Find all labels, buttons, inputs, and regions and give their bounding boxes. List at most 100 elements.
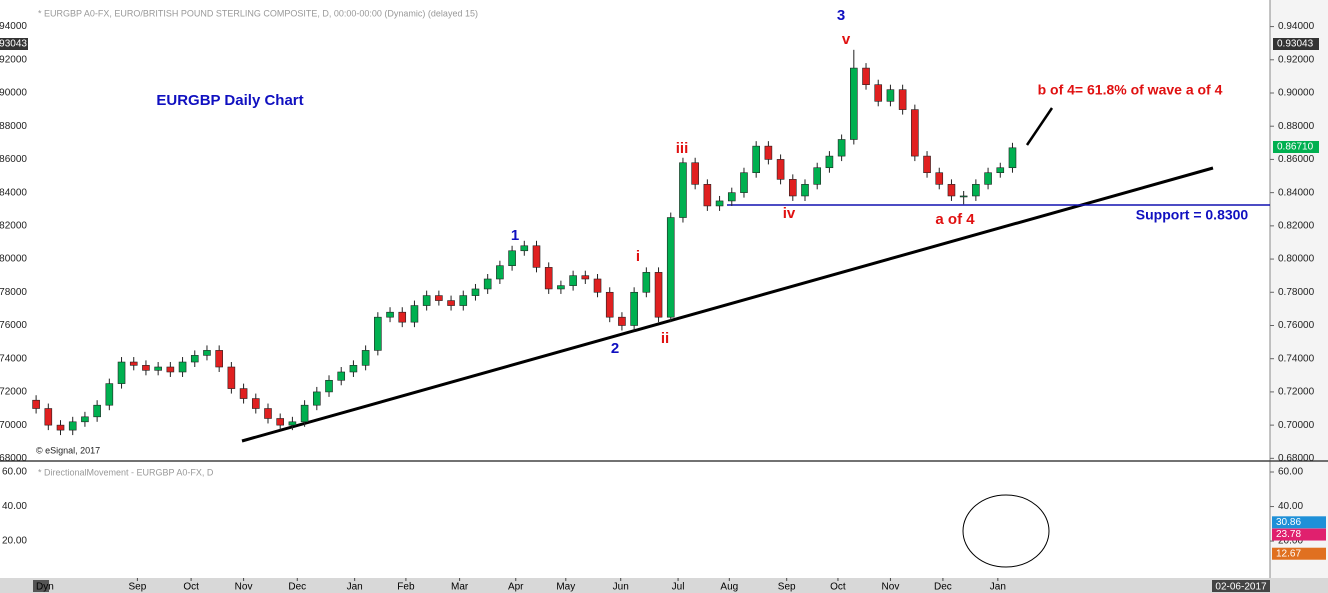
- price-flag-label: 0.93043: [0, 39, 27, 50]
- candle-body: [81, 416, 89, 423]
- y-tick-label: 0.94000: [0, 21, 27, 32]
- y-tick-label: 0.78000: [1278, 287, 1315, 298]
- candle-body: [911, 109, 919, 157]
- y-tick-label: 0.70000: [1278, 420, 1315, 431]
- candle-body: [972, 184, 980, 197]
- value-flag: [1272, 528, 1326, 541]
- candle-body: [142, 365, 150, 371]
- wave-label: 1: [511, 227, 519, 244]
- candle-body: [569, 275, 577, 286]
- watermark: © eSignal, 2017: [36, 445, 100, 455]
- y-tick-label: 0.68000: [0, 453, 27, 464]
- candle-body: [203, 350, 211, 356]
- x-tick-label: Jan: [347, 582, 363, 593]
- y-tick-label: 0.76000: [1278, 320, 1315, 331]
- wave-label: 2: [611, 340, 619, 357]
- y-tick-label: 0.90000: [1278, 88, 1315, 99]
- candle-body: [337, 371, 346, 381]
- x-tick-label: Oct: [830, 582, 846, 593]
- date-label: 02-06-2017: [1215, 582, 1267, 593]
- y-tick-label: 0.72000: [0, 387, 27, 398]
- x-tick-label: Dec: [934, 582, 952, 593]
- y-tick-label: 0.68000: [1278, 453, 1315, 464]
- candle-body: [886, 89, 895, 102]
- candle-body: [251, 398, 260, 409]
- indicator-title: * DirectionalMovement - EURGBP A0-FX, D: [38, 467, 214, 477]
- candle-body: [935, 172, 944, 185]
- candle-body: [618, 316, 626, 326]
- wave-label: 3: [837, 7, 845, 24]
- chart-subtitle: EURGBP Daily Chart: [156, 92, 303, 109]
- candle-body: [215, 350, 223, 368]
- candle-body: [288, 421, 297, 426]
- candle-body: [764, 145, 773, 160]
- candle-body: [630, 291, 638, 326]
- candle-body: [679, 162, 687, 218]
- y-tick-label: 0.92000: [1278, 54, 1315, 65]
- candle-body: [264, 408, 272, 419]
- x-tick-label: Dec: [288, 582, 306, 593]
- candle-body: [947, 184, 956, 197]
- time-axis: [0, 578, 1328, 593]
- candle-body: [1008, 147, 1017, 169]
- candle-body: [32, 399, 40, 409]
- y-tick-label: 0.72000: [1278, 387, 1315, 398]
- x-tick-label: Oct: [183, 582, 199, 593]
- candle-body: [483, 278, 492, 290]
- price-flag: [0, 38, 28, 50]
- candle-body: [435, 295, 443, 301]
- candle-body: [239, 388, 248, 399]
- x-tick-label: Feb: [397, 582, 415, 593]
- mode-box[interactable]: [33, 580, 49, 592]
- candle-body: [227, 366, 236, 389]
- annotation: b of 4= 61.8% of wave a of 4: [1038, 82, 1223, 98]
- x-tick-label: Jun: [613, 582, 629, 593]
- y-tick-label: 0.80000: [1278, 254, 1315, 265]
- y-tick-label: 0.78000: [0, 287, 27, 298]
- candle-body: [874, 84, 883, 102]
- candle-body: [410, 305, 419, 323]
- candle-body: [825, 155, 834, 169]
- candle-body: [129, 361, 138, 366]
- candle-body: [605, 291, 614, 318]
- candle-body: [105, 383, 114, 406]
- mode-label[interactable]: Dyn: [36, 582, 54, 593]
- y-tick-label: 0.88000: [0, 121, 27, 132]
- y-tick-label: 0.80000: [0, 254, 27, 265]
- price-flag: [1273, 38, 1319, 50]
- x-tick-label: May: [556, 582, 575, 593]
- value-flag: [1272, 547, 1326, 560]
- wave-label: v: [842, 31, 851, 48]
- y-tick-label: 60.00: [2, 467, 27, 478]
- y-tick-label: 0.92000: [0, 54, 27, 65]
- candle-body: [166, 366, 175, 373]
- candle-body: [117, 361, 126, 384]
- candle-body: [386, 311, 394, 318]
- candle-body: [422, 295, 431, 306]
- highlight-circle: [962, 494, 1050, 568]
- candle-body: [154, 366, 162, 371]
- y-tick-label: 0.86000: [0, 154, 27, 165]
- y-tick-label: 40.00: [1278, 501, 1303, 512]
- candle-body: [898, 89, 907, 110]
- candle-body: [520, 245, 529, 252]
- candle-body: [801, 184, 809, 197]
- candle-body: [276, 418, 284, 426]
- x-tick-label: Aug: [720, 582, 738, 593]
- candle-body: [300, 404, 309, 423]
- candle-body: [923, 155, 931, 174]
- candle-body: [68, 421, 77, 431]
- x-tick-label: Nov: [235, 582, 253, 593]
- y-tick-label: 0.74000: [1278, 353, 1315, 364]
- y-tick-label: 20.00: [2, 536, 27, 547]
- value-flag-label: 30.86: [1276, 517, 1301, 528]
- y-tick-label: 0.70000: [0, 420, 27, 431]
- candle-body: [654, 272, 663, 318]
- candle-body: [557, 285, 565, 290]
- candle-body: [44, 408, 53, 426]
- candle-body: [727, 192, 736, 202]
- candle-body: [984, 172, 992, 185]
- candle-body: [666, 217, 675, 318]
- y-tick-label: 0.74000: [0, 353, 27, 364]
